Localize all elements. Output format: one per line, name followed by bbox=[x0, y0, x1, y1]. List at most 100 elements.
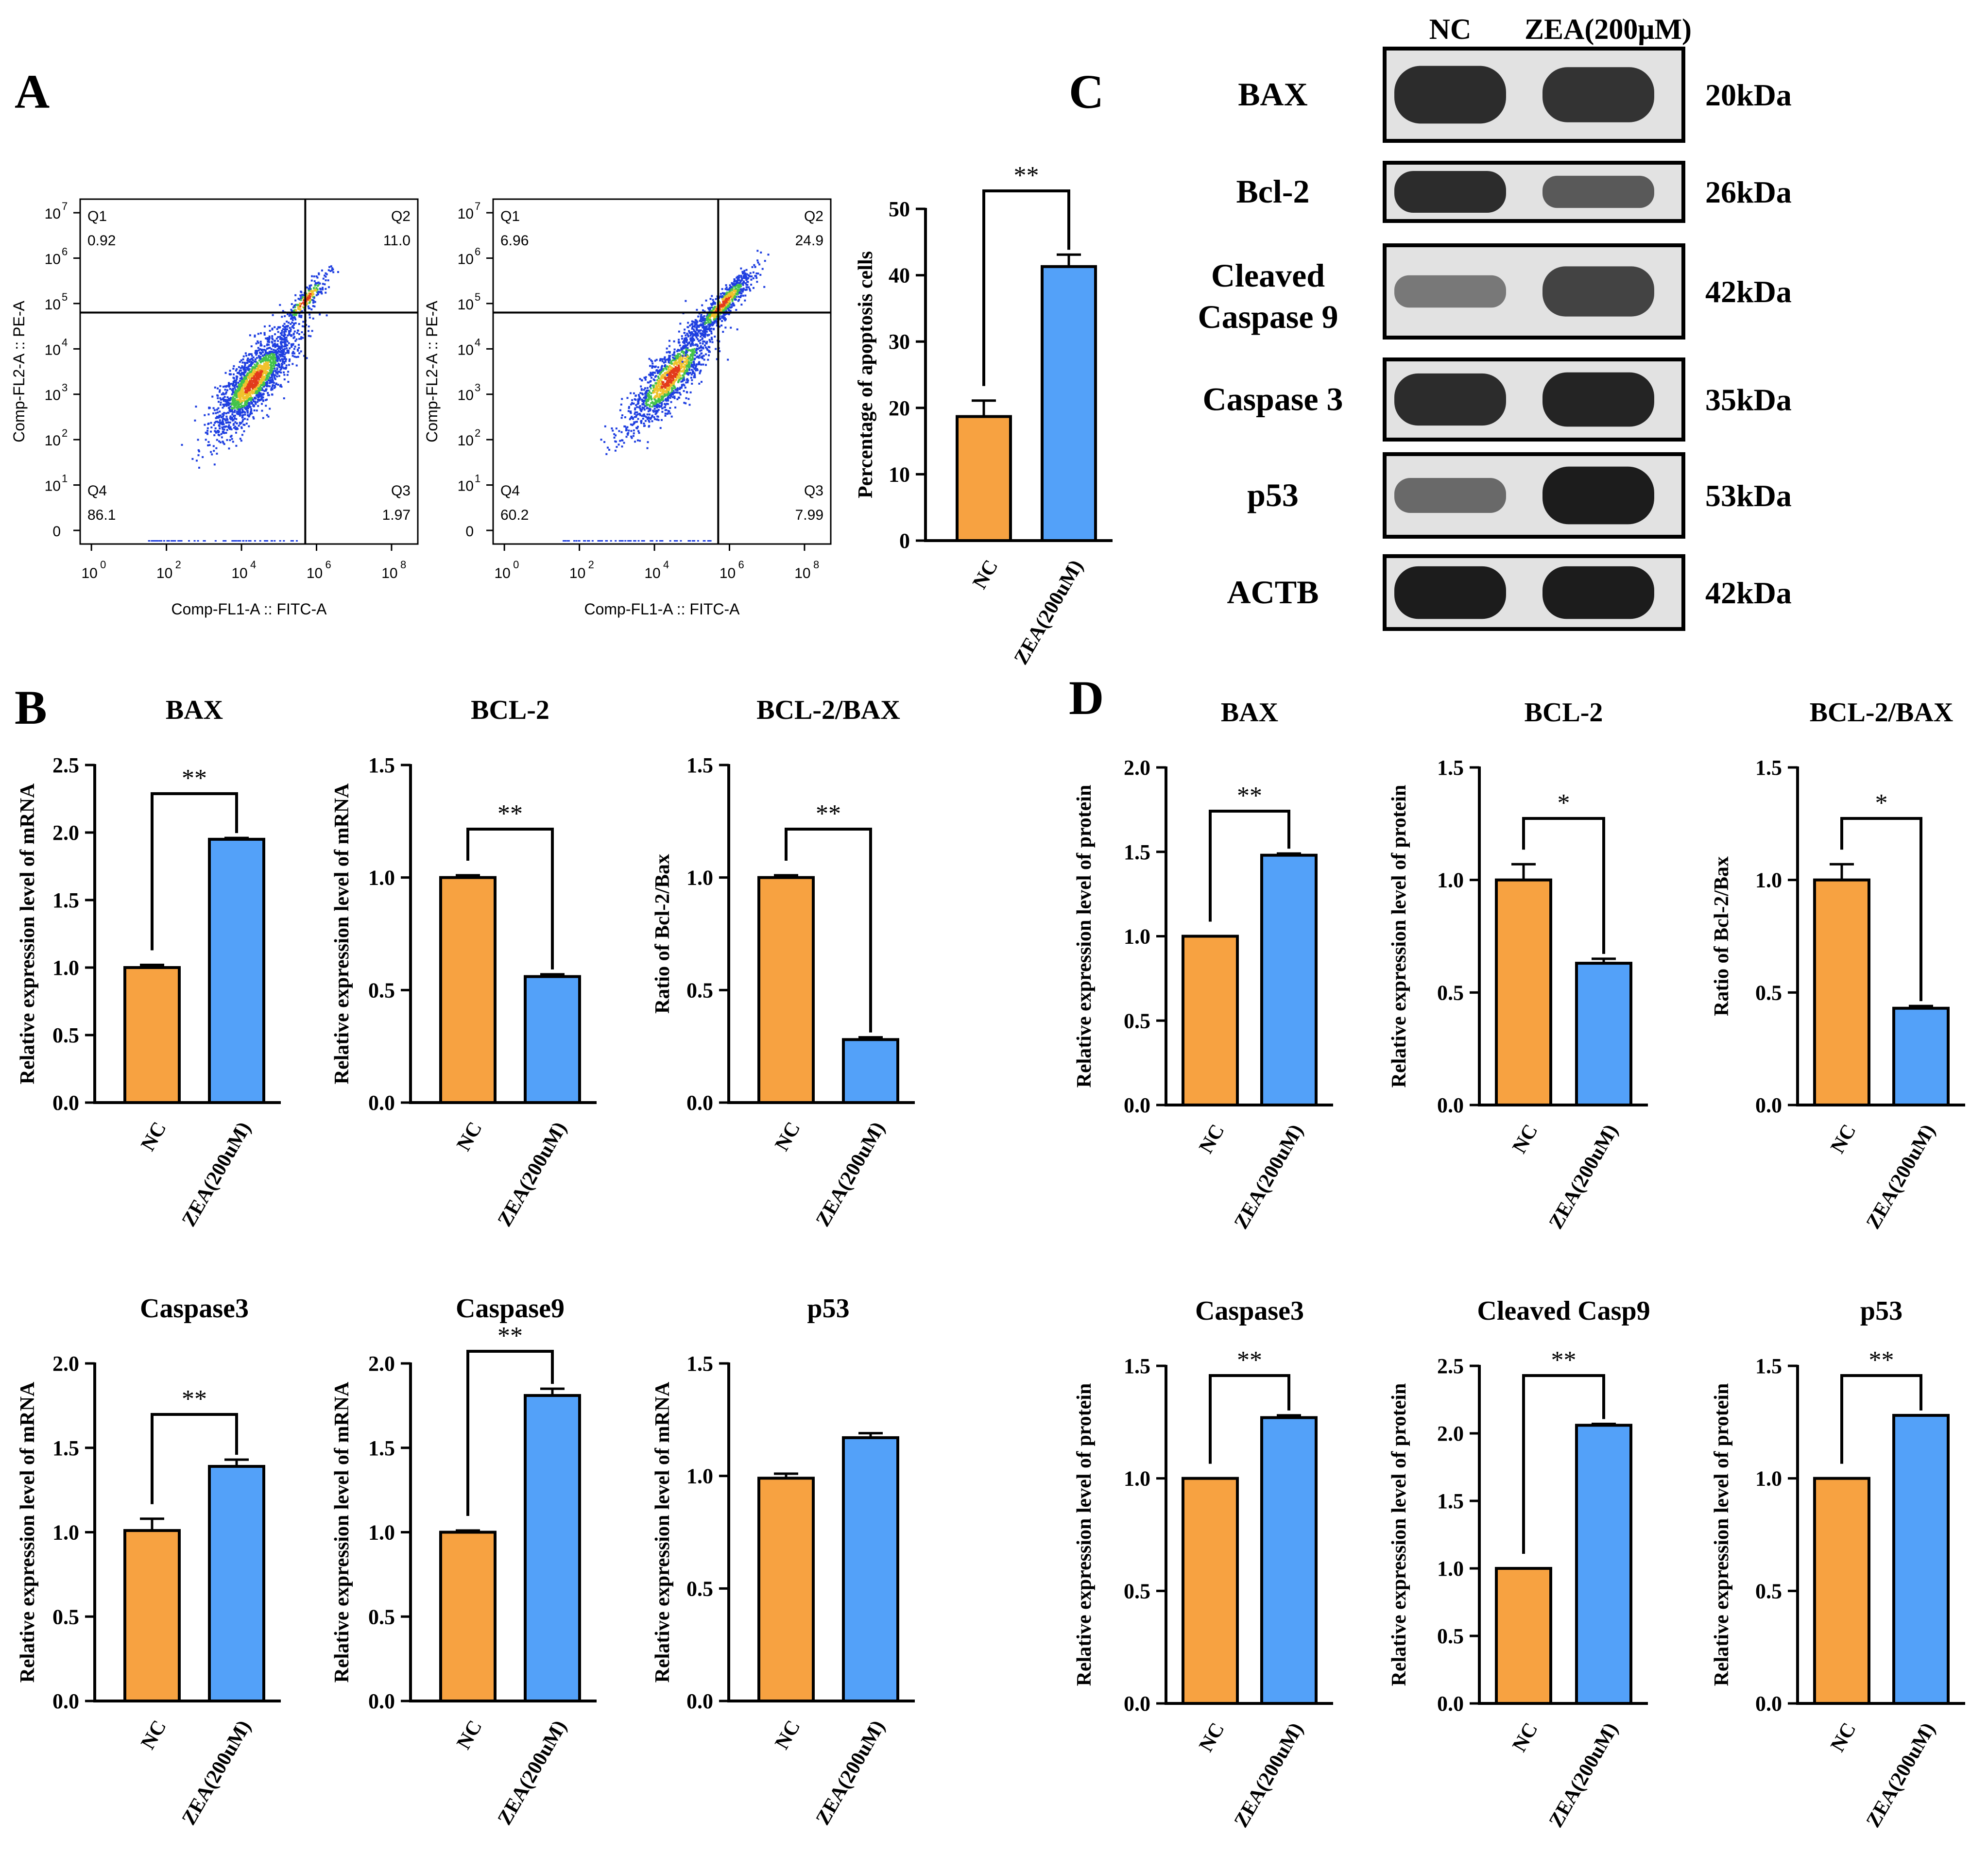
event-dot bbox=[647, 400, 649, 402]
event-dot bbox=[610, 540, 612, 542]
y-tick-label: 0.0 bbox=[368, 1091, 395, 1115]
event-dot bbox=[649, 418, 651, 420]
event-dot bbox=[719, 302, 721, 305]
event-dot bbox=[301, 294, 304, 296]
event-dot bbox=[294, 345, 296, 348]
y-axis-label: Relative expression level of protein bbox=[1388, 1383, 1410, 1686]
event-dot bbox=[297, 329, 299, 332]
event-dot bbox=[640, 379, 643, 381]
event-dot bbox=[710, 337, 713, 339]
event-dot bbox=[722, 304, 725, 306]
event-dot bbox=[297, 349, 299, 352]
event-dot bbox=[646, 407, 649, 409]
event-dot bbox=[240, 369, 242, 372]
event-dot bbox=[325, 288, 327, 290]
event-dot bbox=[756, 259, 759, 262]
event-dot bbox=[268, 375, 270, 377]
event-dot bbox=[281, 344, 283, 347]
event-dot bbox=[215, 447, 218, 449]
event-dot bbox=[657, 366, 659, 369]
event-dot bbox=[257, 395, 260, 398]
event-dot bbox=[307, 298, 309, 300]
event-dot bbox=[188, 540, 190, 542]
event-dot bbox=[267, 347, 270, 349]
event-dot bbox=[239, 380, 241, 382]
event-dot bbox=[263, 362, 266, 365]
event-dot bbox=[249, 371, 251, 374]
event-dot bbox=[242, 379, 245, 381]
event-dot bbox=[698, 340, 700, 342]
event-dot bbox=[691, 323, 693, 325]
event-dot bbox=[739, 281, 741, 283]
event-dot bbox=[298, 314, 301, 317]
event-dot bbox=[240, 401, 243, 404]
event-dot bbox=[234, 417, 236, 419]
event-dot bbox=[217, 421, 220, 424]
event-dot bbox=[648, 381, 650, 384]
event-dot bbox=[670, 362, 673, 365]
y-tick-label: 0.0 bbox=[52, 1689, 79, 1713]
event-dot bbox=[652, 365, 655, 368]
event-dot bbox=[237, 395, 240, 397]
event-dot bbox=[217, 411, 219, 414]
event-dot bbox=[691, 357, 694, 359]
event-dot bbox=[647, 441, 649, 443]
event-dot bbox=[698, 329, 701, 332]
event-dot bbox=[672, 378, 674, 380]
event-dot bbox=[253, 368, 255, 371]
event-dot bbox=[721, 315, 723, 318]
event-dot bbox=[249, 398, 251, 401]
significance-bracket bbox=[151, 1413, 238, 1504]
event-dot bbox=[275, 350, 277, 353]
event-dot bbox=[652, 378, 655, 381]
event-dot bbox=[253, 379, 255, 381]
event-dot bbox=[653, 416, 655, 419]
event-dot bbox=[267, 392, 269, 394]
event-dot bbox=[274, 378, 276, 380]
event-dot bbox=[727, 295, 729, 298]
event-dot bbox=[654, 396, 657, 399]
event-dot bbox=[702, 323, 704, 325]
event-dot bbox=[634, 413, 636, 415]
event-dot bbox=[642, 401, 645, 404]
event-dot bbox=[214, 427, 217, 429]
event-dot bbox=[309, 299, 311, 301]
event-dot bbox=[728, 295, 731, 297]
event-dot bbox=[726, 299, 729, 301]
event-dot bbox=[247, 359, 249, 362]
event-dot bbox=[751, 266, 754, 268]
event-dot bbox=[668, 361, 670, 363]
event-dot bbox=[630, 435, 633, 438]
event-dot bbox=[713, 322, 716, 324]
event-dot bbox=[719, 325, 721, 328]
event-dot bbox=[213, 463, 216, 466]
event-dot bbox=[649, 408, 651, 411]
event-dot bbox=[655, 412, 658, 414]
event-dot bbox=[319, 313, 321, 316]
event-dot bbox=[160, 540, 163, 542]
event-dot bbox=[706, 328, 708, 331]
event-dot bbox=[661, 382, 663, 385]
event-dot bbox=[639, 378, 641, 380]
protein-name: p53 bbox=[1247, 476, 1299, 513]
event-dot bbox=[249, 389, 251, 391]
x-tick-exponent: 6 bbox=[738, 559, 744, 571]
y-tick-label: 1.0 bbox=[1755, 868, 1782, 892]
event-dot bbox=[664, 365, 666, 367]
event-dot bbox=[308, 325, 310, 328]
event-dot bbox=[752, 271, 754, 273]
event-dot bbox=[670, 401, 672, 403]
event-dot bbox=[739, 291, 741, 293]
event-dot bbox=[222, 413, 224, 415]
event-dot bbox=[608, 448, 611, 451]
event-dot bbox=[256, 363, 258, 365]
y-tick-exponent: 4 bbox=[62, 336, 68, 348]
event-dot bbox=[673, 373, 675, 375]
event-dot bbox=[691, 340, 693, 343]
event-dot bbox=[272, 373, 274, 375]
event-dot bbox=[708, 323, 711, 325]
event-dot bbox=[283, 323, 286, 325]
event-dot bbox=[329, 270, 332, 272]
event-dot bbox=[672, 387, 674, 390]
event-dot bbox=[286, 347, 288, 350]
